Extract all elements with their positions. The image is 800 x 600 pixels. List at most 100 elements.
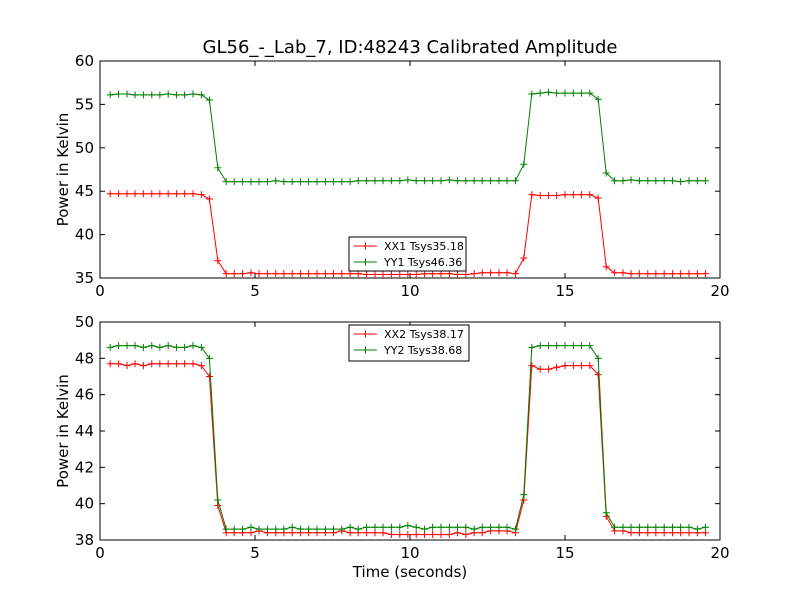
y-axis-label: Power in Kelvin	[54, 374, 72, 488]
data-point	[660, 177, 668, 185]
data-point	[528, 90, 536, 98]
data-point	[701, 270, 709, 278]
data-point	[652, 177, 660, 185]
data-point	[297, 525, 305, 533]
legend-label: YY1 Tsys46.36	[383, 256, 462, 269]
data-point	[586, 89, 594, 97]
data-point	[553, 342, 561, 350]
data-point	[701, 523, 709, 531]
data-point	[387, 271, 395, 279]
data-point	[611, 269, 619, 277]
data-point	[131, 342, 139, 350]
data-point	[288, 270, 296, 278]
data-point	[669, 270, 677, 278]
data-point	[205, 354, 213, 362]
data-point	[197, 362, 205, 370]
data-point	[164, 90, 172, 98]
data-point	[586, 362, 594, 370]
data-point	[569, 342, 577, 350]
data-point	[239, 270, 247, 278]
data-point	[577, 89, 585, 97]
data-point	[470, 270, 478, 278]
data-point	[569, 362, 577, 370]
y-tick-label: 44	[75, 422, 94, 440]
data-point	[321, 525, 329, 533]
data-point	[561, 89, 569, 97]
data-point	[338, 178, 346, 186]
data-point	[197, 343, 205, 351]
data-point	[181, 343, 189, 351]
y-axis-label: Power in Kelvin	[54, 113, 72, 227]
data-point	[106, 91, 114, 99]
data-point	[602, 263, 610, 271]
data-point	[346, 178, 354, 186]
data-point	[445, 176, 453, 184]
data-point	[669, 177, 677, 185]
data-point	[462, 271, 470, 279]
y-tick-label: 40	[75, 495, 94, 513]
data-point	[305, 178, 313, 186]
data-point	[181, 91, 189, 99]
data-point	[536, 89, 544, 97]
data-point	[115, 90, 123, 98]
data-point	[313, 270, 321, 278]
data-point	[115, 190, 123, 198]
data-point	[421, 177, 429, 185]
chart-panel-1: 0 5 10 15 20 35 40 45 50 55 60 Power in Kelvin XX1 T…	[54, 52, 730, 300]
data-point	[462, 523, 470, 531]
x-tick-label: 20	[710, 282, 729, 300]
data-point	[577, 191, 585, 199]
data-point	[205, 195, 213, 203]
data-point	[230, 270, 238, 278]
data-point	[387, 531, 395, 539]
legend-label: YY2 Tsys38.68	[383, 344, 462, 357]
data-point	[437, 177, 445, 185]
data-point	[429, 177, 437, 185]
data-point	[363, 271, 371, 279]
data-point	[338, 525, 346, 533]
data-point	[321, 178, 329, 186]
y-tick-label: 46	[75, 386, 94, 404]
data-point	[371, 523, 379, 531]
data-point	[553, 89, 561, 97]
data-point	[272, 177, 280, 185]
data-point	[594, 95, 602, 103]
data-point	[536, 365, 544, 373]
data-point	[222, 270, 230, 278]
data-point	[561, 342, 569, 350]
data-point	[495, 269, 503, 277]
data-point	[577, 342, 585, 350]
figure-title: GL56_-_Lab_7, ID:48243 Calibrated Amplit…	[203, 37, 618, 58]
data-point	[222, 178, 230, 186]
data-point	[586, 342, 594, 350]
data-point	[139, 343, 147, 351]
data-point	[189, 190, 197, 198]
data-point	[635, 177, 643, 185]
y-tick-label: 45	[75, 182, 94, 200]
data-point	[305, 525, 313, 533]
data-point	[205, 96, 213, 104]
data-point	[635, 270, 643, 278]
data-point	[131, 190, 139, 198]
data-point	[214, 257, 222, 265]
y-tick-label: 40	[75, 226, 94, 244]
data-point	[247, 523, 255, 531]
data-point	[644, 177, 652, 185]
data-point	[536, 342, 544, 350]
data-point	[545, 365, 553, 373]
data-point	[239, 525, 247, 533]
data-point	[429, 523, 437, 531]
data-point	[255, 270, 263, 278]
legend-marker	[362, 242, 369, 250]
data-point	[247, 178, 255, 186]
data-point	[181, 190, 189, 198]
legend-box	[348, 236, 467, 272]
x-axis-label: Time (seconds)	[352, 563, 468, 581]
data-point	[495, 523, 503, 531]
data-point	[412, 523, 420, 531]
data-point	[131, 360, 139, 368]
data-point	[313, 178, 321, 186]
data-point	[115, 342, 123, 350]
data-point	[652, 523, 660, 531]
